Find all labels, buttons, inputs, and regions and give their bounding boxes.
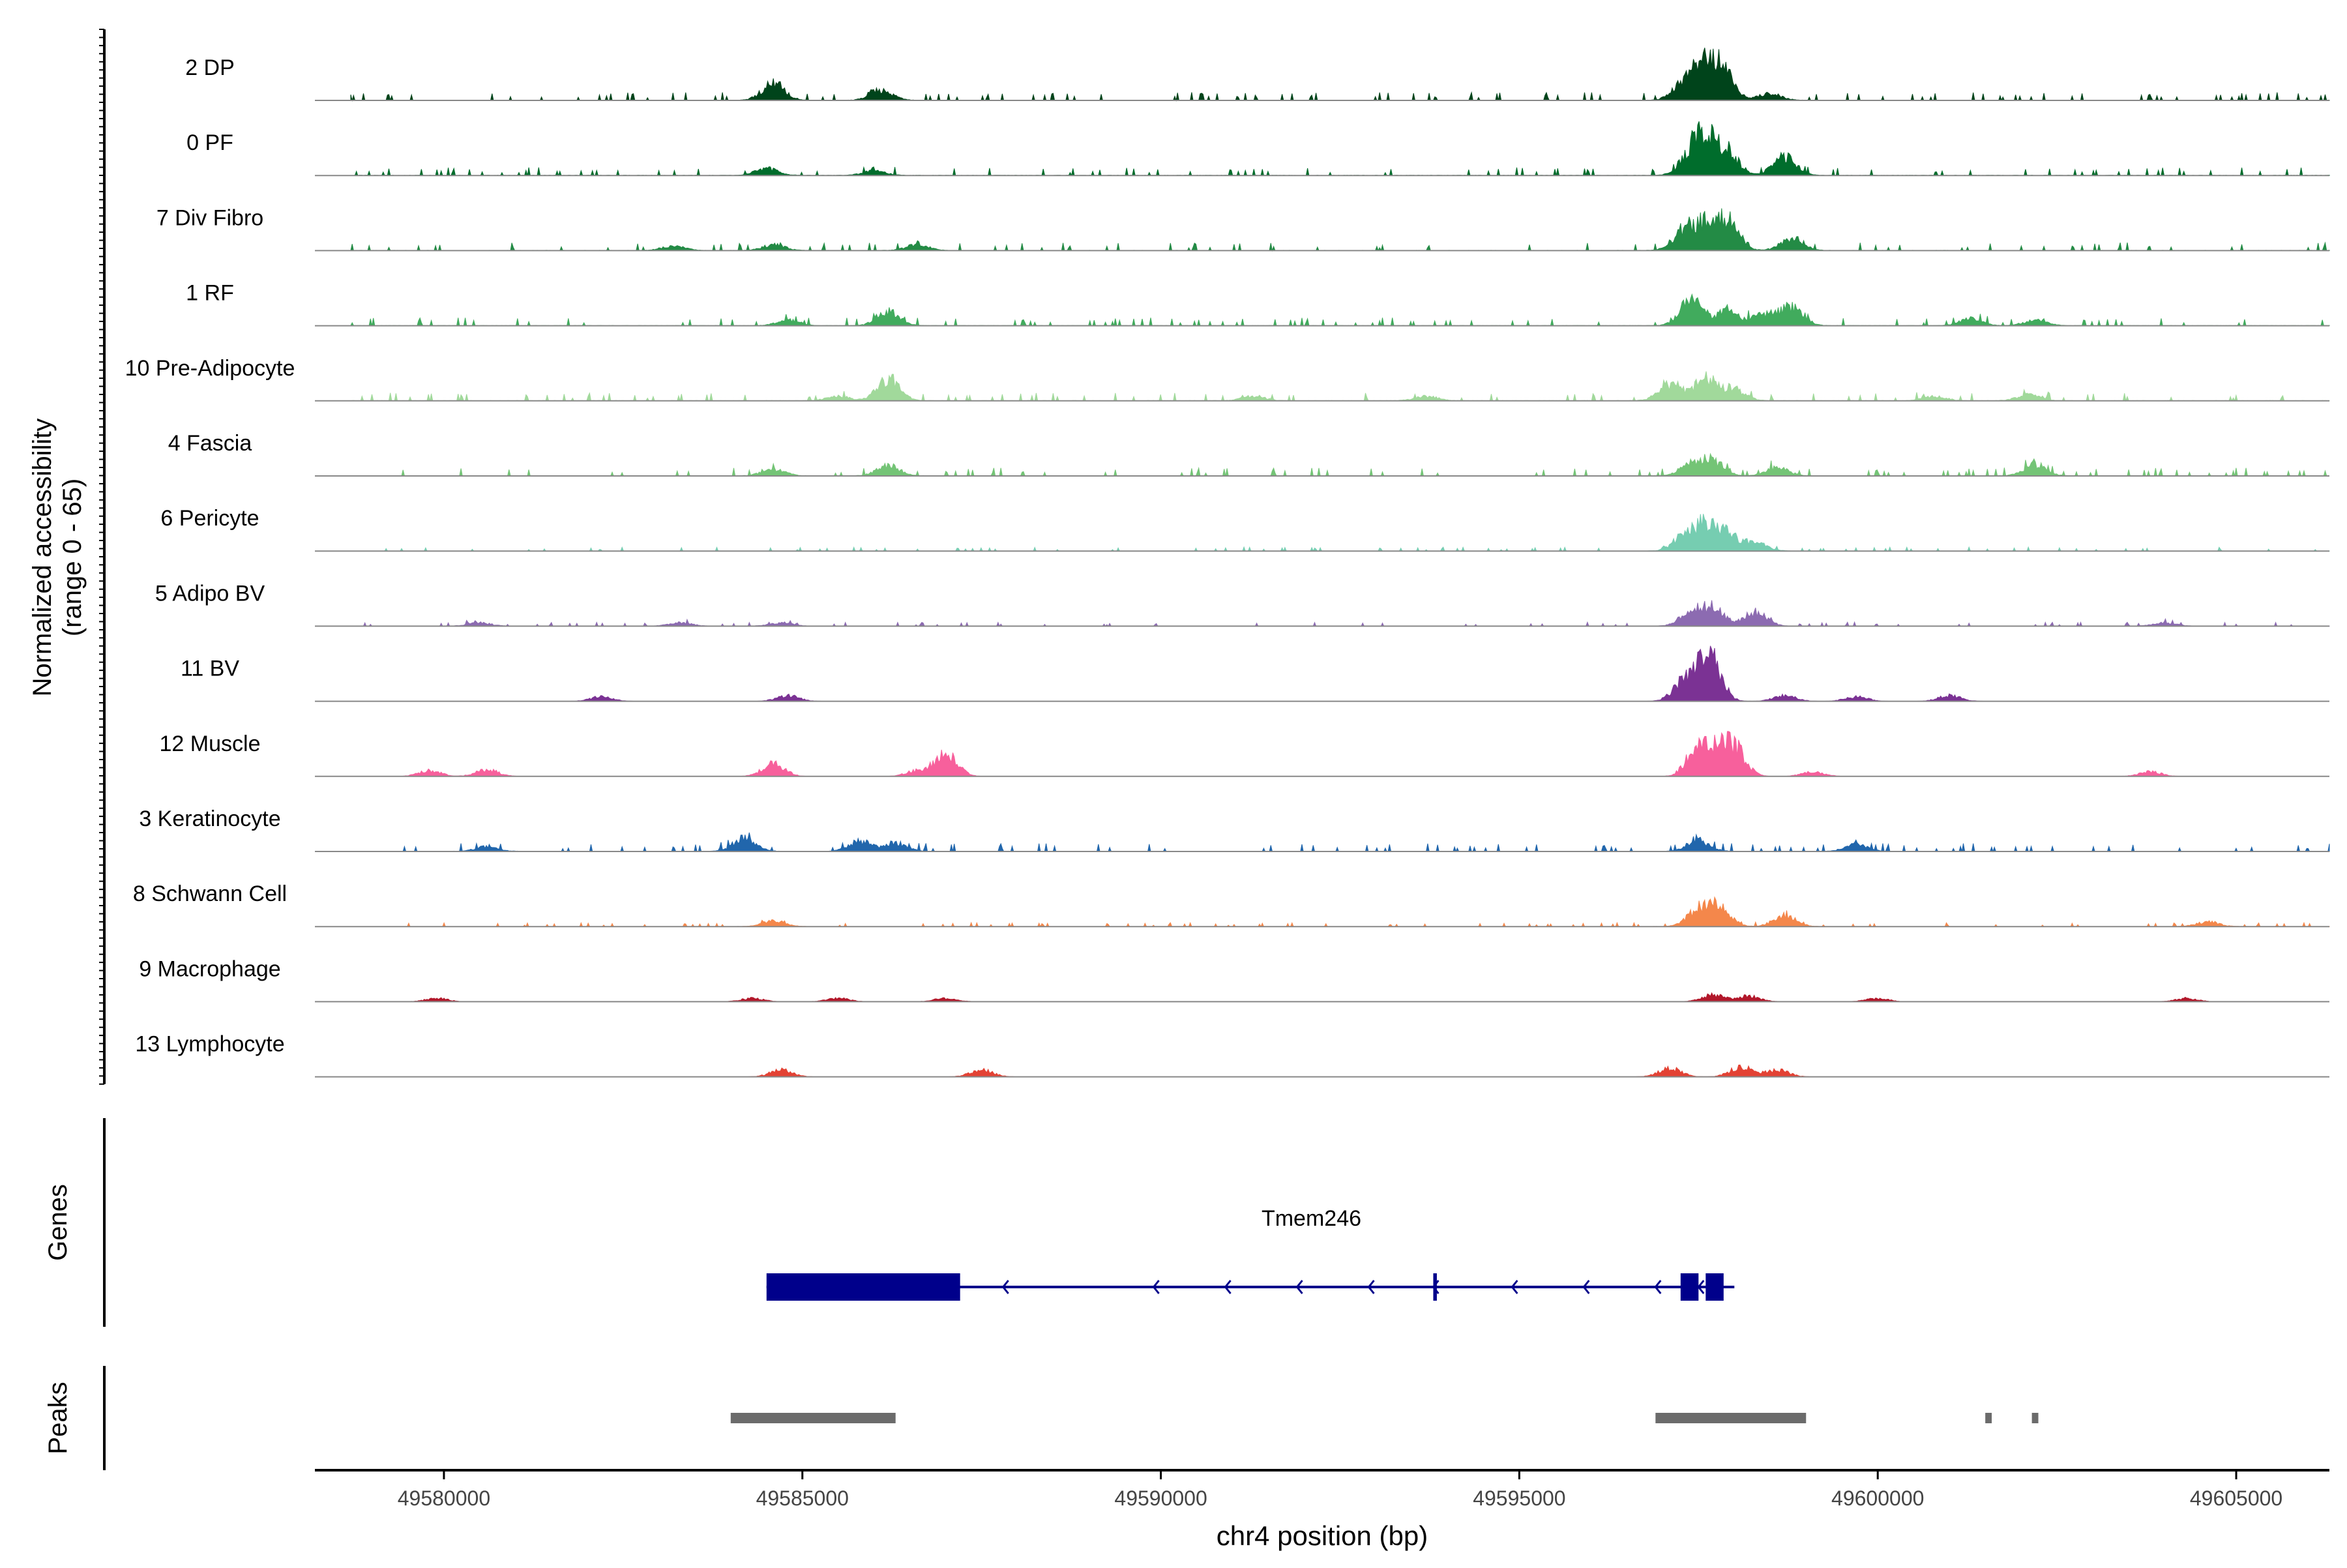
coverage-area xyxy=(350,896,2330,928)
strand-arrow xyxy=(1654,1280,1662,1294)
coverage-area xyxy=(350,600,2330,627)
strand-arrow xyxy=(1511,1280,1518,1294)
gene-name-label: Tmem246 xyxy=(1262,1206,1361,1231)
strand-arrow xyxy=(1224,1280,1232,1294)
coverage-area xyxy=(350,731,2329,777)
gene-track: Genes Tmem246 xyxy=(44,1184,1735,1301)
coverage-tracks: 2 DP 0 PF 7 Div Fibro 1 RF 10 Pre-Adipocyte 4… xyxy=(125,48,2330,1078)
track-label: 6 Pericyte xyxy=(160,506,259,531)
x-tick-label: 49600000 xyxy=(1831,1487,1924,1510)
strand-arrow xyxy=(1582,1280,1590,1294)
x-axis-title: chr4 position (bp) xyxy=(1217,1520,1428,1551)
x-tick-label: 49585000 xyxy=(756,1487,849,1510)
coverage-area xyxy=(350,1064,2329,1078)
peak-region xyxy=(730,1413,896,1423)
gene-exon xyxy=(1433,1273,1437,1301)
strand-arrow xyxy=(1697,1280,1705,1294)
track-label: 0 PF xyxy=(186,130,233,155)
coverage-area xyxy=(350,371,2330,402)
coverage-area xyxy=(350,645,2329,702)
track-label: 2 DP xyxy=(185,55,235,80)
coverage-area xyxy=(350,293,2330,327)
track-label: 7 Div Fibro xyxy=(156,205,263,230)
gene-exon xyxy=(1705,1273,1724,1301)
coverage-area xyxy=(350,514,2330,552)
coverage-area xyxy=(350,48,2330,102)
x-tick-label: 49595000 xyxy=(1473,1487,1565,1510)
x-tick-label: 49590000 xyxy=(1114,1487,1207,1510)
y-axis-title-line-2: (range 0 - 65) xyxy=(58,479,87,636)
x-tick-label: 49580000 xyxy=(398,1487,490,1510)
track-label: 8 Schwann Cell xyxy=(133,881,287,906)
coverage-area xyxy=(350,208,2330,252)
track-label: 3 Keratinocyte xyxy=(139,806,280,831)
coverage-area xyxy=(350,121,2330,177)
x-tick-label: 49605000 xyxy=(2190,1487,2282,1510)
gene-exon xyxy=(1680,1273,1699,1301)
track-label: 5 Adipo BV xyxy=(155,581,265,606)
peaks-track: Peaks xyxy=(44,1382,2039,1455)
peaks-track-label: Peaks xyxy=(44,1382,72,1454)
strand-arrow xyxy=(1432,1280,1439,1294)
track-label: 4 Fascia xyxy=(168,431,252,456)
track-label: 13 Lymphocyte xyxy=(135,1032,284,1057)
y-axis-title: Normalized accessibility (range 0 - 65) xyxy=(28,419,87,697)
y-axis-title-line-1: Normalized accessibility xyxy=(28,419,57,697)
coverage-area xyxy=(350,992,2329,1002)
gene-exon xyxy=(766,1273,960,1301)
track-label: 11 BV xyxy=(181,657,239,681)
coverage-area xyxy=(350,452,2330,477)
coverage-area xyxy=(350,832,2330,853)
strand-arrow xyxy=(1001,1280,1009,1294)
strand-arrow xyxy=(1367,1280,1375,1294)
left-axes xyxy=(99,29,106,1470)
track-label: 12 Muscle xyxy=(160,732,261,756)
track-label: 1 RF xyxy=(186,281,234,306)
strand-arrow xyxy=(865,1280,873,1294)
genes-track-label: Genes xyxy=(44,1184,72,1261)
track-label: 9 Macrophage xyxy=(139,956,280,981)
peak-region xyxy=(1655,1413,1807,1423)
peak-region xyxy=(1985,1413,1992,1423)
strand-arrow xyxy=(1295,1280,1303,1294)
x-axis: 49580000 49585000 49590000 49595000 49600000… xyxy=(315,1469,2329,1551)
strand-arrow xyxy=(1152,1280,1160,1294)
peak-region xyxy=(2031,1413,2039,1423)
track-label: 10 Pre-Adipocyte xyxy=(125,356,295,381)
